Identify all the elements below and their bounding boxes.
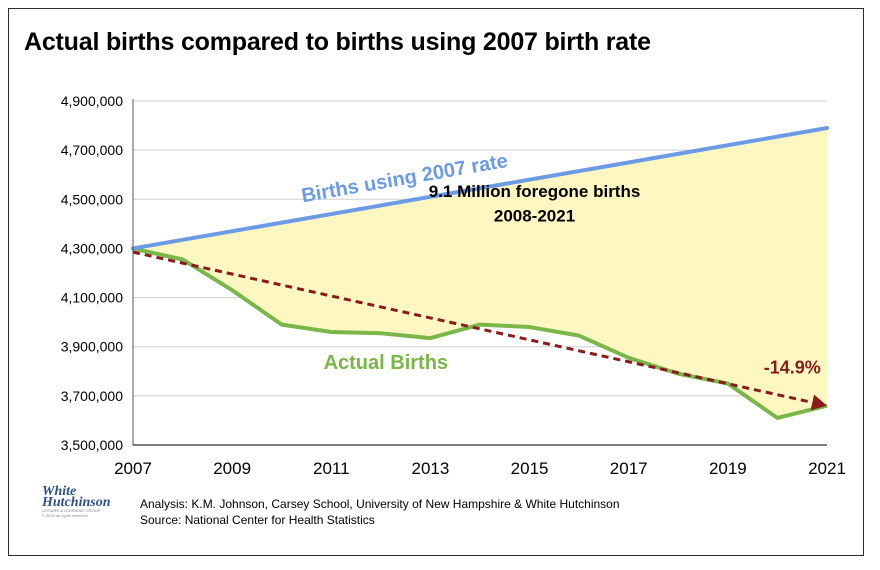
trend-line [132, 250, 813, 404]
y-tick-label-4: 4,300,000 [61, 240, 123, 256]
expected-births-line [131, 126, 829, 251]
foregone-births-fill [133, 128, 827, 418]
logo-tagline: LEISURE & LEARNING GROUP [42, 508, 101, 513]
x-tick-label-1: 2009 [213, 459, 251, 478]
axes: 3,500,000 3,700,000 3,900,000 4,100,000 4,30… [61, 93, 846, 478]
y-tick-label-7: 4,900,000 [61, 93, 123, 109]
x-tick-label-0: 2007 [114, 459, 152, 478]
y-tick-label-0: 3,500,000 [61, 437, 123, 453]
annotation-2: -14.9% [764, 358, 821, 378]
x-tick-label-5: 2017 [610, 459, 648, 478]
logo-line2: Hutchinson [42, 495, 111, 510]
foregone-births-area [133, 128, 827, 418]
y-tick-label-3: 4,100,000 [61, 290, 123, 306]
chart-title: Actual births compared to births using 2… [24, 28, 651, 56]
white-hutchinson-logo: White Hutchinson LEISURE & LEARNING GROU… [42, 484, 132, 534]
logo-rights: © 2022 all rights reserved [42, 513, 88, 518]
series-lines [131, 126, 829, 420]
y-tick-label-2: 3,900,000 [61, 339, 123, 355]
footer: Analysis: K.M. Johnson, Carsey School, U… [140, 496, 620, 528]
logo-line1: White [42, 484, 77, 499]
annotation-1: 2008-2021 [494, 206, 575, 225]
source-credit: Source: National Center for Health Stati… [140, 513, 375, 527]
y-tick-label-6: 4,700,000 [61, 142, 123, 158]
label-actual-births: Actual Births [324, 352, 448, 374]
y-tick-label-1: 3,700,000 [61, 388, 123, 404]
y-tick-label-5: 4,500,000 [61, 191, 123, 207]
x-tick-label-4: 2015 [511, 459, 549, 478]
trend-arrowhead [810, 394, 827, 411]
analysis-credit: Analysis: K.M. Johnson, Carsey School, U… [140, 497, 620, 511]
x-tick-label-3: 2013 [412, 459, 450, 478]
x-tick-label-2: 2011 [313, 459, 350, 478]
x-tick-label-7: 2021 [808, 459, 846, 478]
x-tick-label-6: 2019 [709, 459, 747, 478]
annotation-0: 9.1 Million foregone births [429, 182, 641, 201]
